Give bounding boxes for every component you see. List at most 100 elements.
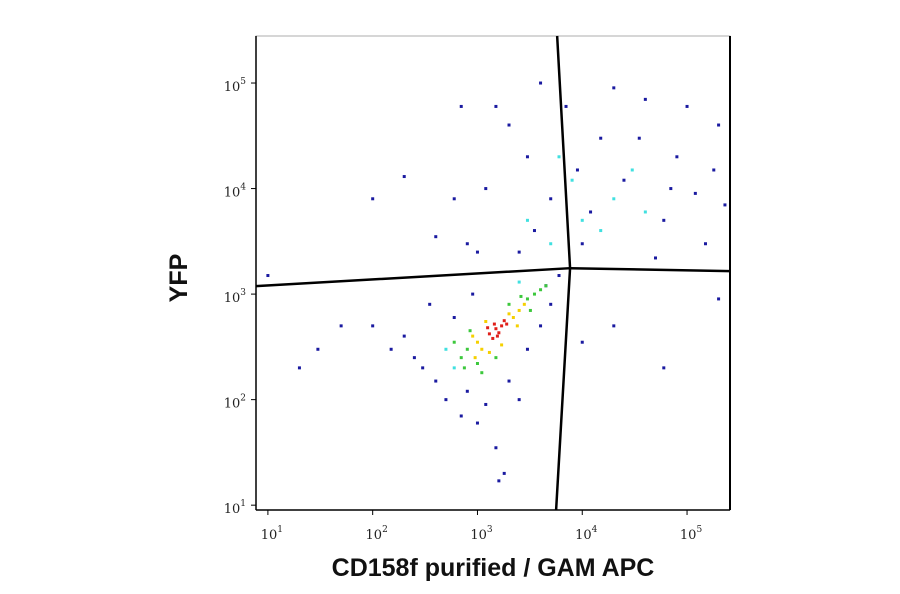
event-dot	[421, 366, 425, 370]
tick-base: 10	[224, 80, 241, 95]
event-dot	[517, 308, 521, 312]
event-dot	[528, 308, 532, 312]
tick-exponent: 4	[592, 525, 598, 535]
event-dot	[549, 242, 553, 246]
event-dot	[612, 86, 616, 90]
event-dot	[484, 187, 488, 191]
event-dot	[525, 297, 529, 301]
event-dot	[452, 340, 456, 344]
event-dot	[525, 218, 529, 222]
quadrant-gate	[255, 266, 731, 288]
event-dot	[475, 421, 479, 425]
event-dot	[515, 324, 519, 328]
event-dot	[717, 123, 721, 127]
event-dot	[507, 379, 511, 383]
event-dot	[669, 187, 673, 191]
tick-exponent: 5	[696, 525, 702, 535]
event-dot	[570, 178, 574, 182]
event-dot	[685, 104, 689, 108]
event-dot	[643, 210, 647, 214]
event-dot	[519, 294, 523, 298]
event-dot	[612, 324, 616, 328]
event-dot	[630, 168, 634, 172]
event-dot	[495, 334, 499, 338]
event-dot	[637, 136, 641, 140]
event-dot	[539, 288, 543, 292]
event-dot	[471, 292, 475, 296]
event-dot	[484, 320, 488, 324]
event-dot	[487, 350, 491, 354]
event-dot	[525, 155, 529, 159]
event-dot	[484, 402, 488, 406]
tick-exponent: 4	[240, 183, 246, 193]
event-dot	[494, 327, 498, 331]
y-tick-label: 102	[224, 394, 246, 412]
event-dot	[575, 168, 579, 172]
event-dot	[497, 331, 501, 335]
event-dot	[507, 302, 511, 306]
event-dot	[471, 334, 475, 338]
event-dot	[532, 292, 536, 296]
event-dot	[473, 356, 477, 360]
event-dot	[459, 356, 463, 360]
tick-base: 10	[680, 528, 697, 543]
event-dot	[712, 168, 716, 172]
event-dot	[544, 284, 548, 288]
event-dot	[452, 316, 456, 320]
tick-exponent: 2	[382, 525, 388, 535]
event-dot	[500, 343, 504, 347]
event-dot	[459, 104, 463, 108]
event-dot	[703, 242, 707, 246]
event-dot	[444, 398, 448, 402]
event-dot	[412, 356, 416, 360]
event-dot	[475, 361, 479, 365]
event-dot	[434, 379, 438, 383]
event-dot	[557, 274, 561, 278]
event-dot	[462, 366, 466, 370]
event-dot	[599, 229, 603, 233]
y-tick-label: 101	[224, 499, 246, 517]
event-dot	[517, 280, 521, 284]
event-dot	[502, 319, 506, 323]
event-dot	[612, 197, 616, 201]
event-dot	[491, 336, 495, 340]
event-dot	[492, 322, 496, 326]
event-dot	[316, 347, 320, 351]
event-dot	[497, 479, 501, 483]
tick-exponent: 5	[240, 77, 246, 87]
x-tick-label: 102	[366, 525, 388, 543]
event-dot	[428, 302, 432, 306]
event-dot	[549, 302, 553, 306]
y-tick-label: 103	[224, 288, 247, 306]
event-dot	[654, 256, 657, 260]
event-dot	[517, 398, 521, 402]
event-dot	[589, 210, 593, 214]
event-dot	[507, 123, 511, 127]
event-dot	[297, 366, 301, 370]
event-dot	[517, 250, 521, 254]
y-tick-label: 105	[224, 77, 247, 95]
event-dot	[465, 389, 469, 393]
x-tick-label: 103	[470, 525, 493, 543]
tick-base: 10	[470, 528, 487, 543]
event-dot	[557, 155, 561, 159]
event-dot	[402, 334, 406, 338]
x-tick-label: 101	[261, 525, 283, 543]
event-dot	[511, 316, 515, 320]
event-dot	[444, 347, 448, 351]
event-dot	[266, 274, 270, 278]
event-dot	[505, 322, 509, 326]
event-dot	[662, 218, 666, 222]
tick-base: 10	[224, 291, 241, 306]
event-dot	[502, 471, 506, 475]
event-dot	[465, 242, 469, 246]
tick-base: 10	[366, 528, 383, 543]
tick-exponent: 2	[240, 394, 246, 404]
event-dot	[487, 332, 491, 336]
tick-base: 10	[224, 186, 241, 201]
event-dot	[549, 197, 553, 201]
event-dot	[371, 197, 375, 201]
x-tick-label: 104	[575, 525, 598, 543]
event-dot	[475, 250, 479, 254]
event-dot	[522, 302, 526, 306]
